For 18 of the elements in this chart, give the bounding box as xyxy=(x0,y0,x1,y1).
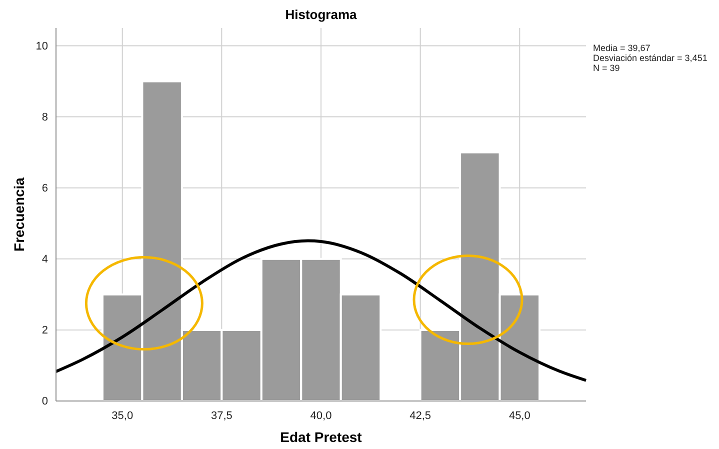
y-tick-label: 2 xyxy=(42,324,48,336)
x-tick-label: 35,0 xyxy=(112,410,134,422)
line-series xyxy=(54,239,588,382)
y-tick-label: 0 xyxy=(42,396,48,408)
x-tick-label: 45,0 xyxy=(508,410,530,422)
y-tick-label: 8 xyxy=(42,111,48,124)
chart-title: Histograma xyxy=(285,7,358,22)
x-tick-label: 42,5 xyxy=(410,410,432,422)
y-axis-title: Frecuencia xyxy=(11,177,27,252)
x-tick-label: 40,0 xyxy=(310,410,332,422)
text: Media = 39,67 xyxy=(593,43,650,53)
x-tick-label: 37,5 xyxy=(210,410,232,422)
x-axis-title: Edat Pretest xyxy=(280,429,362,445)
y-tick-label: 4 xyxy=(42,253,48,266)
y-tick-label: 10 xyxy=(36,40,48,52)
text: Desviación estándar = 3,451 xyxy=(593,53,708,63)
y-tick-label: 6 xyxy=(42,182,48,194)
text: N = 39 xyxy=(593,63,620,73)
